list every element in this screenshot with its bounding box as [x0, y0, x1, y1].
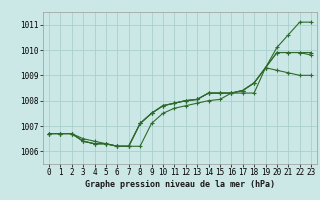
X-axis label: Graphe pression niveau de la mer (hPa): Graphe pression niveau de la mer (hPa) [85, 180, 275, 189]
